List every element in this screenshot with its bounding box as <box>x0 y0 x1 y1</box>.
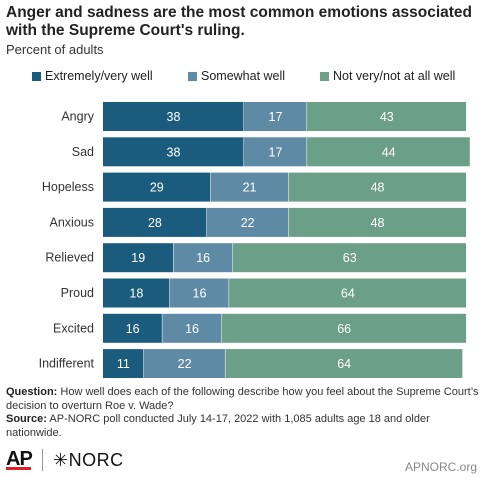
data-label: 16 <box>185 322 199 336</box>
question-label: Question: <box>6 386 58 398</box>
bar-segment <box>232 243 467 273</box>
bar-segment <box>210 172 288 202</box>
data-label: 17 <box>269 145 283 159</box>
footnote: Question: How well does each of the foll… <box>6 386 482 440</box>
chart-subtitle: Percent of adults <box>6 42 104 57</box>
legend-item-extremely-very-well: Extremely/very well <box>32 69 153 83</box>
data-label: 63 <box>343 251 357 265</box>
bar-segment <box>243 137 307 167</box>
data-label: 17 <box>269 110 283 124</box>
data-label: 16 <box>196 251 210 265</box>
source-label: Source: <box>6 413 47 425</box>
data-label: 22 <box>178 357 192 371</box>
website-link[interactable]: APNORC.org <box>404 460 477 474</box>
legend-swatch <box>320 71 329 81</box>
legend-item-somewhat-well: Somewhat well <box>188 69 285 83</box>
bar-segment <box>103 137 244 167</box>
bar-segment <box>288 207 467 237</box>
data-label: 38 <box>167 110 181 124</box>
category-label: Anxious <box>50 215 94 229</box>
data-label: 16 <box>193 287 207 301</box>
data-label: 11 <box>117 357 130 371</box>
category-label: Angry <box>61 110 94 124</box>
category-label: Sad <box>72 145 94 159</box>
source-note: Source: AP-NORC poll conducted July 14-1… <box>6 413 482 440</box>
legend-label: Extremely/very well <box>45 69 153 83</box>
category-label: Proud <box>61 286 94 300</box>
norc-logo-text: NORC <box>68 450 124 470</box>
source-text: AP-NORC poll conducted July 14-17, 2022 … <box>6 413 430 439</box>
data-label: 64 <box>337 357 351 371</box>
category-label: Indifferent <box>39 357 95 371</box>
data-label: 48 <box>371 216 385 230</box>
bar-segment <box>225 349 463 378</box>
bar-segment <box>103 243 173 273</box>
ap-logo: AP <box>6 448 33 470</box>
bar-segment <box>307 102 467 131</box>
category-label: Excited <box>53 321 94 335</box>
bar-segment <box>243 102 307 131</box>
bar-segment <box>288 172 467 202</box>
legend-swatch <box>32 71 41 81</box>
bar-segment <box>143 349 225 378</box>
chart-title: Anger and sadness are the most common em… <box>6 4 472 39</box>
stacked-bar-chart: Angry 38 17 43 Sad 38 17 44 Hopeless 29 21 48 Anxiou… <box>39 102 470 378</box>
data-label: 66 <box>337 322 351 336</box>
legend-label: Not very/not at all well <box>333 69 456 83</box>
data-label: 43 <box>380 110 394 124</box>
data-label: 16 <box>126 322 140 336</box>
data-label: 22 <box>241 216 255 230</box>
bar-segment <box>206 207 288 237</box>
legend-swatch <box>188 71 197 81</box>
data-label: 38 <box>167 145 181 159</box>
data-label: 64 <box>341 287 355 301</box>
bar-segment <box>162 313 222 343</box>
bar-segment <box>103 102 244 131</box>
data-label: 28 <box>148 216 162 230</box>
bar-segment <box>229 278 467 308</box>
data-label: 21 <box>243 181 257 195</box>
bar-segment <box>103 349 144 378</box>
question-note: Question: How well does each of the foll… <box>6 386 482 413</box>
data-label: 18 <box>129 287 143 301</box>
bar-segment <box>307 137 470 167</box>
bar-segment <box>103 313 162 343</box>
legend-item-not-very-not-at-all-well: Not very/not at all well <box>320 69 455 83</box>
logo-divider <box>42 449 43 471</box>
bar-segment <box>103 278 170 308</box>
bar-segment <box>103 207 207 237</box>
bar-segment <box>169 278 229 308</box>
norc-logo: ✳NORC <box>53 450 124 470</box>
question-text: How well does each of the following desc… <box>6 386 479 412</box>
category-label: Relieved <box>45 251 94 265</box>
bar-segment <box>173 243 233 273</box>
legend-label: Somewhat well <box>201 69 286 83</box>
category-label: Hopeless <box>42 180 94 194</box>
data-label: 29 <box>150 181 164 195</box>
data-label: 19 <box>131 251 145 265</box>
bar-segment <box>221 313 467 343</box>
bar-segment <box>103 172 211 202</box>
data-label: 48 <box>371 181 385 195</box>
data-label: 44 <box>382 145 396 159</box>
